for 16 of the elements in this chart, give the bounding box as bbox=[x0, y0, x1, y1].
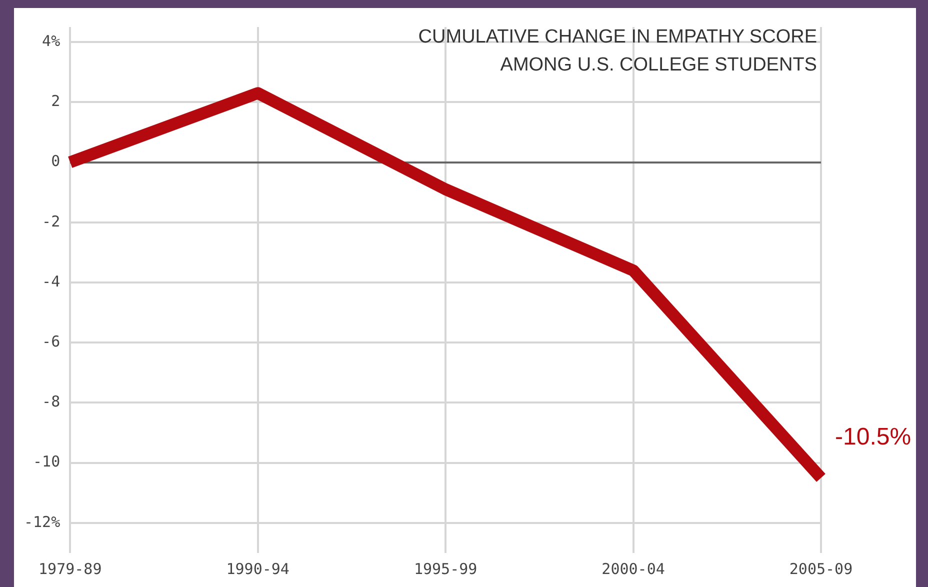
x-tick-label: 2005-09 bbox=[789, 560, 853, 578]
y-tick-label: -12% bbox=[24, 512, 60, 531]
text: CUMULATIVE CHANGE IN EMPATHY SCORE AMONG U.S. COLLEGE STUDENTS bbox=[418, 26, 817, 76]
x-tick-label: 2000-04 bbox=[602, 560, 665, 578]
y-tick-label: -4 bbox=[42, 272, 60, 290]
y-tick-label: 2 bbox=[51, 92, 60, 110]
x-tick-label: 1979-89 bbox=[38, 560, 102, 578]
x-tick-label: 1995-99 bbox=[414, 560, 478, 578]
x-tick-label: 1990-94 bbox=[226, 560, 290, 578]
y-tick-label: -6 bbox=[42, 332, 60, 350]
y-tick-label: -10 bbox=[33, 452, 60, 471]
data-label: -10.5% bbox=[835, 423, 912, 450]
y-tick-label: -8 bbox=[42, 392, 60, 411]
y-tick-label: -2 bbox=[42, 212, 60, 230]
y-tick-label: 0 bbox=[51, 152, 60, 170]
y-tick-label: 4% bbox=[42, 32, 60, 50]
